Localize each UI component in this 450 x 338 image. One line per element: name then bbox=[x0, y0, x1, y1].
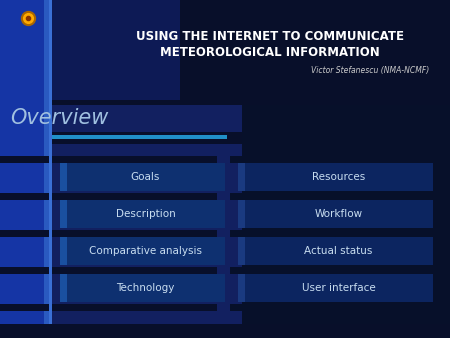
Bar bbox=[230, 156, 440, 163]
Bar bbox=[242, 100, 450, 338]
Text: Actual status: Actual status bbox=[304, 246, 373, 256]
Bar bbox=[60, 163, 67, 191]
Text: USING THE INTERNET TO COMMUNICATE: USING THE INTERNET TO COMMUNICATE bbox=[136, 29, 404, 43]
Bar bbox=[238, 163, 245, 191]
Text: User interface: User interface bbox=[302, 283, 375, 293]
Bar bbox=[230, 230, 440, 237]
Text: METEOROLOGICAL INFORMATION: METEOROLOGICAL INFORMATION bbox=[160, 46, 380, 58]
Bar bbox=[49, 0, 52, 338]
Text: Description: Description bbox=[116, 209, 176, 219]
Bar bbox=[230, 193, 440, 200]
Bar bbox=[0, 267, 217, 274]
Text: Goals: Goals bbox=[131, 172, 160, 182]
Bar bbox=[52, 100, 450, 105]
Bar bbox=[0, 156, 217, 163]
Text: Overview: Overview bbox=[10, 108, 108, 128]
Bar bbox=[238, 274, 245, 302]
Bar bbox=[0, 193, 217, 200]
Bar bbox=[238, 237, 245, 265]
Bar bbox=[238, 163, 433, 191]
Bar bbox=[52, 100, 242, 338]
Text: Victor Stefanescu (NMA-NCMF): Victor Stefanescu (NMA-NCMF) bbox=[311, 66, 429, 74]
Bar bbox=[60, 200, 67, 228]
Bar bbox=[230, 304, 440, 311]
Bar bbox=[52, 132, 242, 144]
Bar bbox=[44, 0, 49, 338]
Bar bbox=[230, 267, 440, 274]
Bar bbox=[238, 274, 433, 302]
Bar bbox=[60, 237, 225, 265]
Bar bbox=[238, 237, 433, 265]
Bar bbox=[60, 200, 225, 228]
Bar bbox=[238, 200, 433, 228]
Bar bbox=[0, 0, 450, 100]
Bar bbox=[0, 324, 450, 338]
Bar bbox=[60, 163, 225, 191]
Bar bbox=[0, 0, 44, 338]
Bar bbox=[180, 0, 450, 100]
Bar bbox=[52, 135, 227, 139]
Text: Technology: Technology bbox=[116, 283, 175, 293]
Bar bbox=[0, 230, 217, 237]
Bar bbox=[238, 200, 245, 228]
Text: Resources: Resources bbox=[312, 172, 365, 182]
Bar bbox=[60, 274, 67, 302]
Text: Workflow: Workflow bbox=[315, 209, 363, 219]
Text: Comparative analysis: Comparative analysis bbox=[89, 246, 202, 256]
Bar bbox=[0, 304, 217, 311]
Bar bbox=[60, 237, 67, 265]
Bar bbox=[60, 274, 225, 302]
